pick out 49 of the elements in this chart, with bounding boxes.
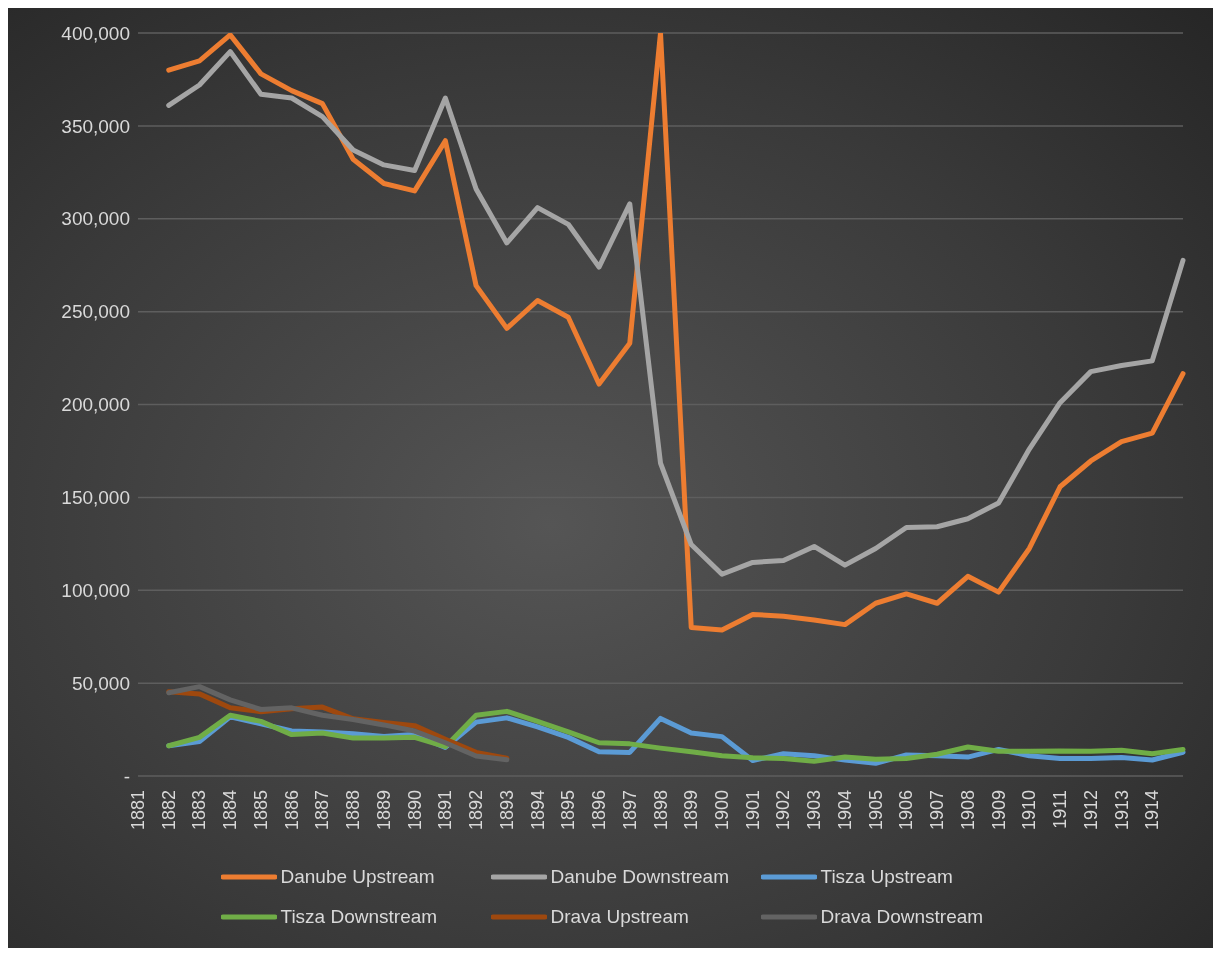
x-tick-label: 1898 (650, 790, 671, 831)
x-tick-label: 1884 (220, 790, 241, 831)
y-tick-label: 50,000 (71, 672, 130, 694)
x-tick-label: 1888 (343, 790, 364, 831)
x-tick-label: 1911 (1050, 790, 1071, 829)
x-tick-label: 1889 (373, 790, 394, 831)
x-tick-label: 1910 (1019, 790, 1040, 831)
legend-label: Danube Upstream (280, 866, 435, 888)
legend-label: Danube Downstream (550, 866, 729, 888)
y-tick-label: 200,000 (61, 394, 130, 416)
legend-label: Tisza Upstream (820, 866, 953, 888)
y-tick-label: 300,000 (61, 208, 130, 230)
x-tick-label: 1885 (250, 790, 271, 831)
legend-label: Drava Upstream (550, 906, 689, 928)
x-tick-label: 1900 (711, 790, 732, 831)
x-tick-label: 1882 (158, 790, 179, 831)
x-tick-label: 1909 (988, 790, 1009, 831)
y-tick-label: 350,000 (61, 115, 130, 137)
x-tick-label: 1904 (834, 790, 855, 831)
x-tick-label: 1886 (281, 790, 302, 831)
x-tick-label: 1914 (1142, 790, 1163, 831)
x-tick-label: 1899 (681, 790, 702, 831)
y-tick-label: 150,000 (61, 487, 130, 509)
y-tick-label: - (123, 765, 130, 787)
x-tick-label: 1905 (865, 790, 886, 831)
x-tick-label: 1913 (1111, 790, 1132, 831)
x-tick-label: 1906 (896, 790, 917, 831)
y-tick-label: 400,000 (61, 22, 130, 44)
x-tick-label: 1892 (466, 790, 487, 831)
x-tick-label: 1907 (927, 790, 948, 831)
x-tick-label: 1903 (804, 790, 825, 831)
legend-label: Tisza Downstream (280, 906, 438, 928)
legend-label: Drava Downstream (820, 906, 984, 928)
x-tick-label: 1896 (589, 790, 610, 831)
y-tick-label: 100,000 (61, 579, 130, 601)
x-tick-label: 1902 (773, 790, 794, 831)
x-tick-label: 1912 (1080, 790, 1101, 831)
x-tick-label: 1893 (496, 790, 517, 831)
x-tick-label: 1908 (957, 790, 978, 831)
x-tick-label: 1897 (619, 790, 640, 831)
x-tick-label: 1895 (558, 790, 579, 831)
x-tick-label: 1883 (189, 790, 210, 831)
x-tick-label: 1890 (404, 790, 425, 831)
x-tick-label: 1894 (527, 790, 548, 831)
x-tick-label: 1887 (312, 790, 333, 831)
y-tick-label: 250,000 (61, 301, 130, 323)
x-tick-label: 1901 (742, 790, 763, 831)
x-tick-label: 1891 (435, 790, 456, 831)
x-tick-label: 1881 (128, 790, 148, 831)
